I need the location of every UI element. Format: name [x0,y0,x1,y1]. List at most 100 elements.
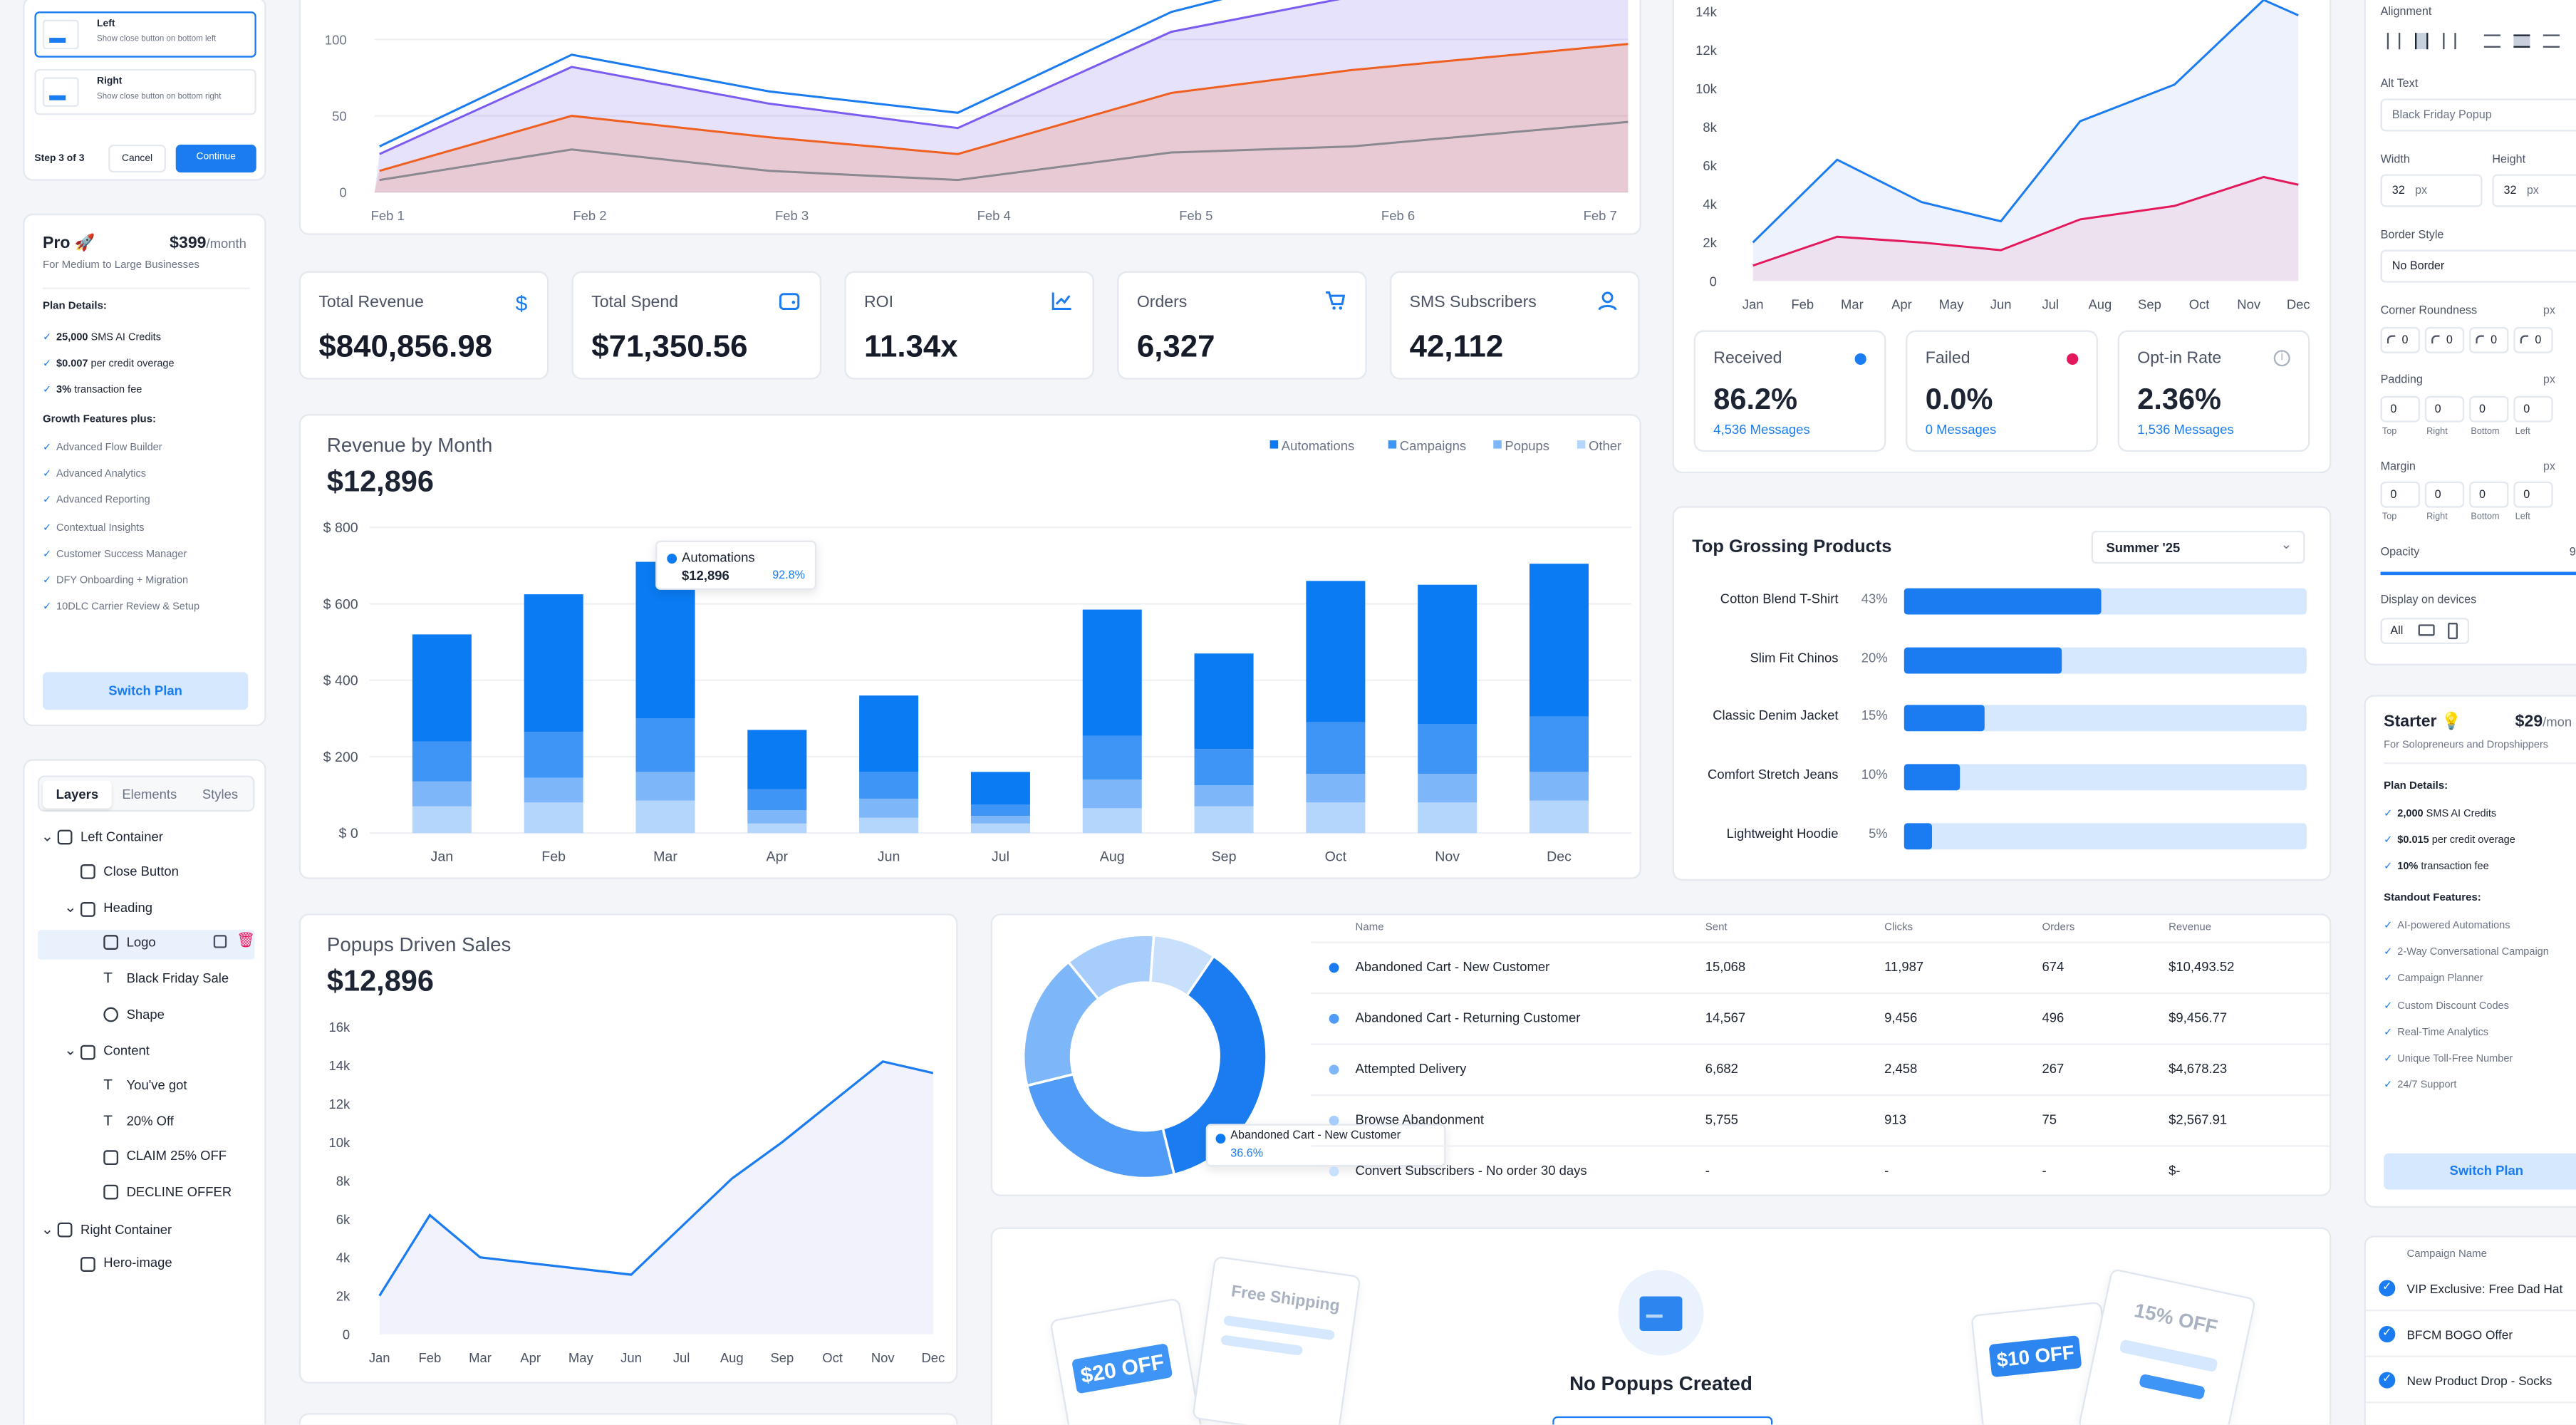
checkbox-checked-icon[interactable]: ✓ [2379,1280,2396,1297]
padding-input-1[interactable]: 0 [2424,395,2465,423]
checkbox-checked-icon[interactable]: ✓ [2379,1372,2396,1389]
align-center-icon[interactable] [2414,33,2429,50]
check-icon: ✓ [2384,1053,2393,1065]
padding-input-0[interactable]: 0 [2380,395,2420,423]
mobile-icon[interactable] [2448,623,2458,640]
layer-item-20-off[interactable]: T 20% Off [87,1109,174,1135]
x-tick-label: Feb 3 [775,208,809,223]
y-tick-label: $ 600 [323,596,358,612]
corner-input-1[interactable]: 0 [2424,326,2465,353]
table-cell-orders: 674 [2042,959,2065,975]
border-style-select[interactable]: No Border [2380,249,2576,283]
close-position-option-left[interactable]: Left Show close button on bottom left [34,11,256,58]
layer-item-logo[interactable]: Logo [87,930,156,956]
corner-label: Corner Roundness [2380,305,2478,318]
features-list: ✓ Advanced Flow Builder ✓ Advanced Analyti… [43,435,199,622]
chevron-down-icon[interactable]: ⌄ [41,1220,54,1237]
layer-item-black-friday-sale[interactable]: T Black Friday Sale [87,966,229,993]
details-list: ✓ 2,000 SMS AI Credits ✓ $0.015 per credit… [2384,802,2515,881]
layer-item-left-container[interactable]: ⌄ Left Container [41,823,163,849]
season-select[interactable]: Summer '25 ⌄ [2091,530,2305,564]
y-tick-label: 100 [325,32,347,47]
bar-other-sep [1194,806,1254,834]
padding-input-2[interactable]: 0 [2469,395,2509,423]
chart-title: Revenue by Month [326,433,493,457]
duplicate-icon[interactable] [213,935,227,948]
bar-campaigns-jan [412,741,472,782]
align-middle-icon[interactable] [2513,34,2530,48]
chevron-down-icon: ⌄ [2280,537,2292,552]
layer-item-right-container[interactable]: ⌄ Right Container [41,1216,172,1242]
corner-input-3[interactable]: 0 [2513,326,2553,353]
y-tick-label: 12k [328,1097,350,1112]
tab-styles[interactable]: Styles [202,787,239,802]
continue-button[interactable]: Continue [175,144,256,173]
x-tick-label: Oct [1325,849,1347,864]
layer-item-hero-image[interactable]: Hero-image [64,1251,172,1278]
y-tick-label: 16k [328,1020,350,1035]
chevron-down-icon[interactable]: ⌄ [63,899,77,916]
row-divider [2365,1355,2576,1357]
series-purple-area [374,0,1629,192]
bottom-placeholder-card [298,1413,958,1425]
layer-item-shape[interactable]: Shape [87,1002,165,1028]
check-icon: ✓ [42,468,52,480]
chevron-down-icon[interactable]: ⌄ [41,828,54,845]
x-tick-label: Jan [1743,297,1764,312]
layer-item-content[interactable]: ⌄ Content [64,1037,150,1064]
x-tick-label: Nov [2237,297,2261,312]
margin-input-2[interactable]: 0 [2469,481,2509,508]
width-label: Width [2380,154,2410,166]
layer-item-close-button[interactable]: Close Button [64,859,179,885]
cancel-button[interactable]: Cancel [108,144,166,173]
layer-item-you-ve-got[interactable]: T You've got [87,1073,187,1099]
align-bottom-icon[interactable] [2543,34,2560,48]
tab-layers[interactable]: Layers [42,780,112,809]
corner-input-2[interactable]: 0 [2469,326,2509,353]
features-title: Standout Features: [2384,892,2481,904]
x-tick-label: May [1939,297,1965,312]
layer-item-decline-offer[interactable]: DECLINE OFFER [87,1180,232,1206]
device-all-option[interactable]: All [2390,626,2404,638]
side-label: Bottom [2471,512,2500,523]
corner-input-0[interactable]: 0 [2380,326,2420,353]
opacity-slider-track[interactable] [2380,571,2576,576]
side-label: Left [2515,512,2530,523]
margin-input-0[interactable]: 0 [2380,481,2420,508]
chevron-down-icon[interactable]: ⌄ [63,1042,77,1059]
margin-input-1[interactable]: 0 [2424,481,2465,508]
y-tick-label: 4k [1703,197,1717,212]
align-top-icon[interactable] [2483,34,2500,48]
tab-elements[interactable]: Elements [122,787,177,802]
width-input[interactable]: 32 px [2380,174,2483,207]
bar-automations-jan [412,634,472,742]
checkbox-checked-icon[interactable]: ✓ [2379,1326,2396,1343]
layer-item-claim-25-off[interactable]: CLAIM 25% OFF [87,1144,227,1171]
bar-automations-dec [1529,564,1589,717]
step-indicator: Step 3 of 3 [34,154,85,165]
detail-item: ✓ 10% transaction fee [2384,861,2489,873]
height-input[interactable]: 32 px [2492,174,2576,207]
create-popup-button-outline[interactable] [1552,1416,1773,1425]
align-right-icon[interactable] [2443,33,2456,50]
info-icon[interactable]: i [2273,350,2290,367]
close-position-option-right[interactable]: Right Show close button on bottom right [34,68,256,115]
alt-text-input[interactable]: Black Friday Popup [2380,98,2576,132]
x-tick-label: Feb 6 [1381,208,1415,223]
product-name: Classic Denim Jacket [1713,708,1839,724]
cart-icon [1324,291,1346,316]
product-name: Comfort Stretch Jeans [1707,767,1839,782]
table-cell-revenue: $9,456.77 [2169,1010,2228,1026]
margin-input-3[interactable]: 0 [2513,481,2553,508]
align-left-icon[interactable] [2387,33,2401,50]
desktop-icon[interactable] [2418,624,2435,636]
switch-plan-button[interactable]: Switch Plan [2384,1153,2576,1190]
layer-item-heading[interactable]: ⌄ Heading [64,894,152,921]
check-icon: ✓ [42,442,52,454]
tooltip-pct: 36.6% [1230,1148,1264,1161]
padding-input-3[interactable]: 0 [2513,395,2553,423]
bar-automations-apr [747,730,807,789]
tooltip-dot [667,554,677,564]
delete-icon[interactable]: 🗑 [237,931,256,948]
switch-plan-button[interactable]: Switch Plan [42,672,249,710]
